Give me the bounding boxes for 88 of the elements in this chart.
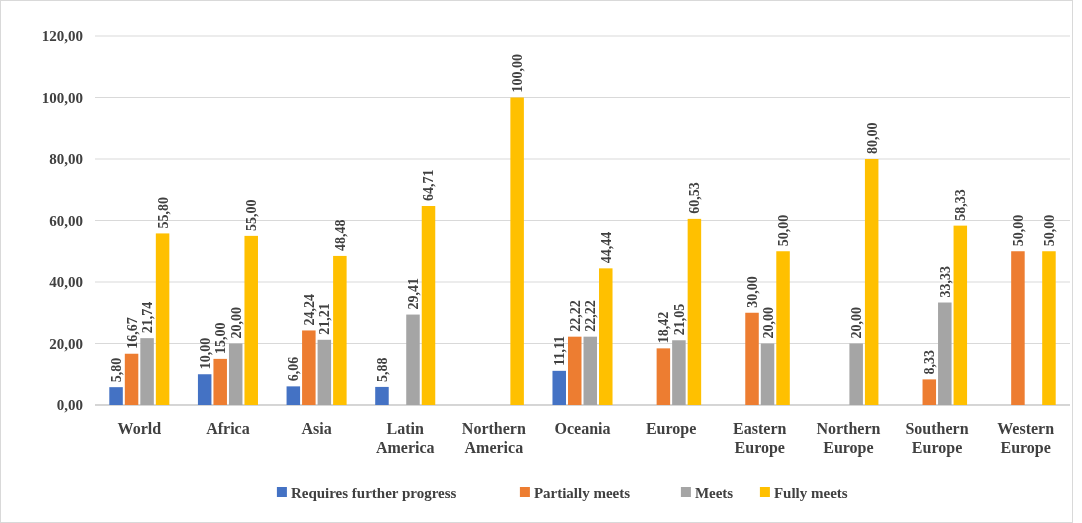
data-label: 16,67 [124,317,140,349]
bar [776,251,790,405]
data-label: 24,24 [301,293,317,326]
data-label: 5,88 [374,357,390,382]
bar [317,339,332,405]
x-tick-label: World [117,420,162,437]
data-label: 55,00 [244,199,260,231]
bar [953,225,968,405]
bar [864,159,879,405]
bar [333,255,347,405]
bar [197,374,212,405]
data-label: 33,33 [937,266,953,298]
data-label: 55,80 [155,196,171,229]
data-label: 22,22 [567,300,583,332]
bar [760,343,775,405]
bar [124,353,139,405]
bar [687,218,702,405]
bar [155,233,170,405]
data-label: 60,53 [687,182,703,214]
bar [140,338,154,405]
y-tick-label: 60,00 [49,212,83,229]
x-tick-label: Northern Europe [816,420,881,457]
y-tick-label: 120,00 [41,28,83,45]
data-label: 11,11 [552,335,568,366]
y-tick-label: 40,00 [49,274,83,291]
data-label: 5,80 [109,357,125,383]
data-label: 29,41 [405,278,421,310]
data-label: 15,00 [213,322,229,354]
bar [583,336,598,405]
data-label: 80,00 [864,122,880,154]
data-label: 64,71 [421,169,437,202]
legend-label: Fully meets [773,485,848,502]
bar [672,340,686,405]
data-label: 50,00 [776,214,792,247]
data-label: 22,22 [583,300,599,332]
bar [922,379,937,405]
bar [228,343,243,405]
y-tick-label: 80,00 [49,151,83,168]
bar [302,330,316,405]
bar [213,358,227,405]
bar [510,97,524,405]
y-tick-label: 100,00 [41,89,83,106]
bar [599,268,613,405]
data-label: 44,44 [598,231,614,264]
data-label: 18,42 [656,311,672,344]
bar [552,370,566,405]
bar [421,206,436,405]
legend-label: Partially meets [533,485,631,502]
x-tick-label: Europe [645,420,697,438]
data-label: 10,00 [197,337,213,370]
data-label: 6,06 [286,356,302,382]
bar [375,386,389,405]
bar [244,235,258,405]
bar [1042,251,1056,405]
x-tick-label: Africa [206,420,250,437]
bar [109,387,123,405]
data-label: 30,00 [745,276,761,308]
y-tick-label: 20,00 [49,335,83,352]
data-label: 8,33 [922,349,938,375]
data-label: 20,00 [849,307,865,339]
bar [567,336,582,405]
x-tick-label: Western Europe [997,420,1055,457]
bar [286,386,301,405]
data-label: 21,74 [140,301,156,334]
data-label: 20,00 [760,307,776,339]
bar [849,343,863,405]
data-label: 20,00 [228,307,244,339]
data-label: 100,00 [510,54,526,93]
bar [406,314,420,405]
legend-label: Meets [694,485,734,502]
x-tick-label: Latin America [375,420,435,456]
x-tick-label: Oceania [554,420,611,437]
data-label: 50,00 [1041,214,1057,247]
x-tick-label: Asia [301,420,332,437]
x-tick-label: Northern America [461,420,526,456]
x-tick-label: Eastern Europe [733,420,787,457]
data-label: 48,48 [332,219,348,251]
bar [1011,251,1025,405]
bar [745,312,759,405]
bar [938,302,952,405]
data-label: 21,21 [317,303,333,335]
bar [656,348,671,405]
data-label: 50,00 [1010,214,1026,247]
x-tick-label: Southern Europe [905,420,969,457]
data-label: 58,33 [953,189,969,221]
data-label: 21,05 [671,303,687,336]
y-tick-label: 0,00 [56,397,83,414]
legend-label: Requires further progress [290,485,457,502]
